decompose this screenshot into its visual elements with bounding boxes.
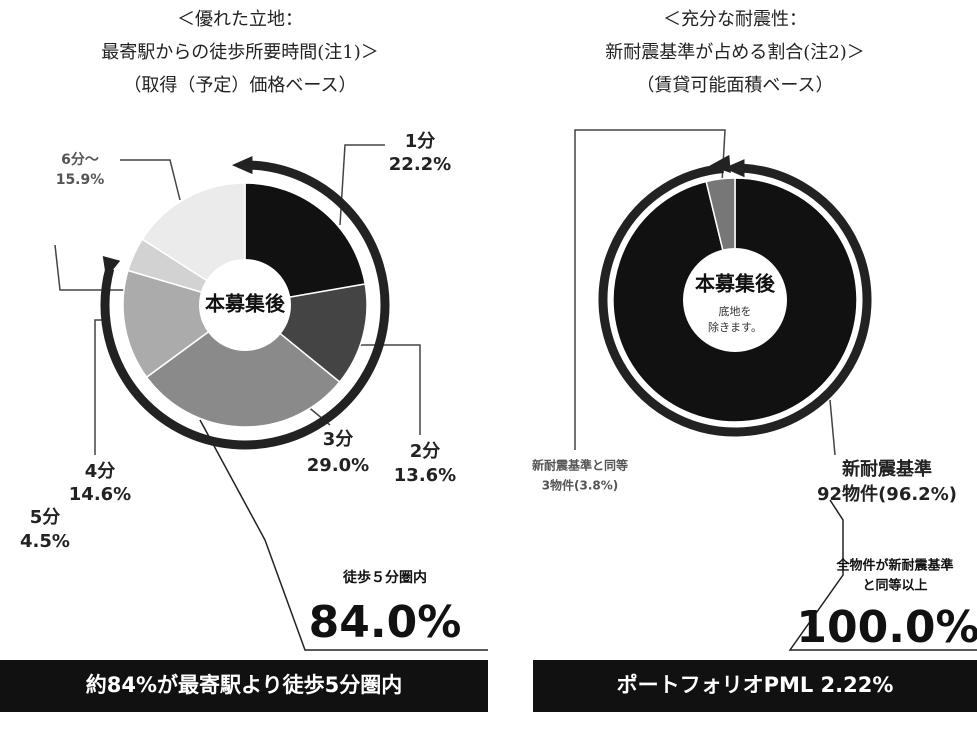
banner bbox=[0, 660, 488, 712]
chart-title: ＜充分な耐震性： bbox=[663, 9, 807, 30]
ring-arrow bbox=[100, 160, 390, 450]
leader-line bbox=[340, 344, 421, 435]
leader-line bbox=[829, 399, 836, 456]
arrow-head bbox=[102, 256, 121, 279]
slice-name: 3分 bbox=[323, 429, 354, 450]
slice-value-label: 92物件(96.2%) bbox=[817, 483, 957, 505]
leader-line bbox=[120, 159, 181, 201]
annotation: 全物件が新耐震基準 bbox=[835, 558, 953, 574]
slice-value-label: 15.9% bbox=[56, 172, 105, 188]
chart-title: 最寄駅からの徒歩所要時間(注1)＞ bbox=[101, 42, 379, 63]
slice-value-label: 13.6% bbox=[394, 465, 456, 486]
slice-name: 2分 bbox=[410, 441, 441, 462]
chart-title: （取得（予定）価格ベース） bbox=[123, 75, 356, 96]
chart-title: （賃貸可能面積ベース） bbox=[636, 75, 833, 96]
slice-value-label: 3物件(3.8%) bbox=[542, 478, 619, 493]
donut-hole bbox=[199, 259, 291, 351]
annotation: 100.0% bbox=[796, 602, 977, 653]
arrow-head bbox=[723, 159, 745, 178]
slice-value-label: 29.0% bbox=[307, 455, 369, 476]
annotation-line bbox=[788, 499, 977, 651]
center-note: 除きます。 bbox=[708, 320, 762, 334]
chart-title: ＜優れた立地： bbox=[177, 9, 303, 30]
arrow-head bbox=[231, 156, 253, 175]
slice-name: 1分 bbox=[405, 131, 436, 152]
center-note: 底地を bbox=[719, 304, 752, 318]
slice-name: 6分～ bbox=[61, 152, 99, 168]
chart-title: 新耐震基準が占める割合(注2)＞ bbox=[605, 42, 865, 63]
slice-name: 新耐震基準 bbox=[842, 458, 932, 480]
annotation: と同等以上 bbox=[862, 578, 927, 594]
leader-line bbox=[574, 129, 726, 450]
donut-hole bbox=[683, 248, 787, 352]
slice-name: 4分 bbox=[85, 461, 116, 482]
slice-value-label: 14.6% bbox=[69, 484, 131, 505]
pie-slice bbox=[145, 304, 341, 428]
banner-text: ポートフォリオPML 2.22% bbox=[617, 673, 894, 697]
annotation: 徒歩５分圏内 bbox=[342, 569, 427, 586]
arrow-head bbox=[709, 154, 731, 173]
banner-text: 約84%が最寄駅より徒歩5分圏内 bbox=[86, 673, 402, 697]
ring-arrow bbox=[598, 163, 872, 437]
annotation: 84.0% bbox=[309, 597, 462, 648]
center-label: 本募集後 bbox=[695, 272, 776, 296]
slice-name: 5分 bbox=[30, 507, 61, 528]
slice-value-label: 4.5% bbox=[20, 531, 70, 552]
slice-value-label: 22.2% bbox=[389, 154, 451, 175]
annotation-line bbox=[199, 419, 488, 651]
center-label: 本募集後 bbox=[205, 292, 286, 316]
slice-name: 新耐震基準と同等 bbox=[532, 458, 628, 473]
banner bbox=[533, 660, 977, 712]
